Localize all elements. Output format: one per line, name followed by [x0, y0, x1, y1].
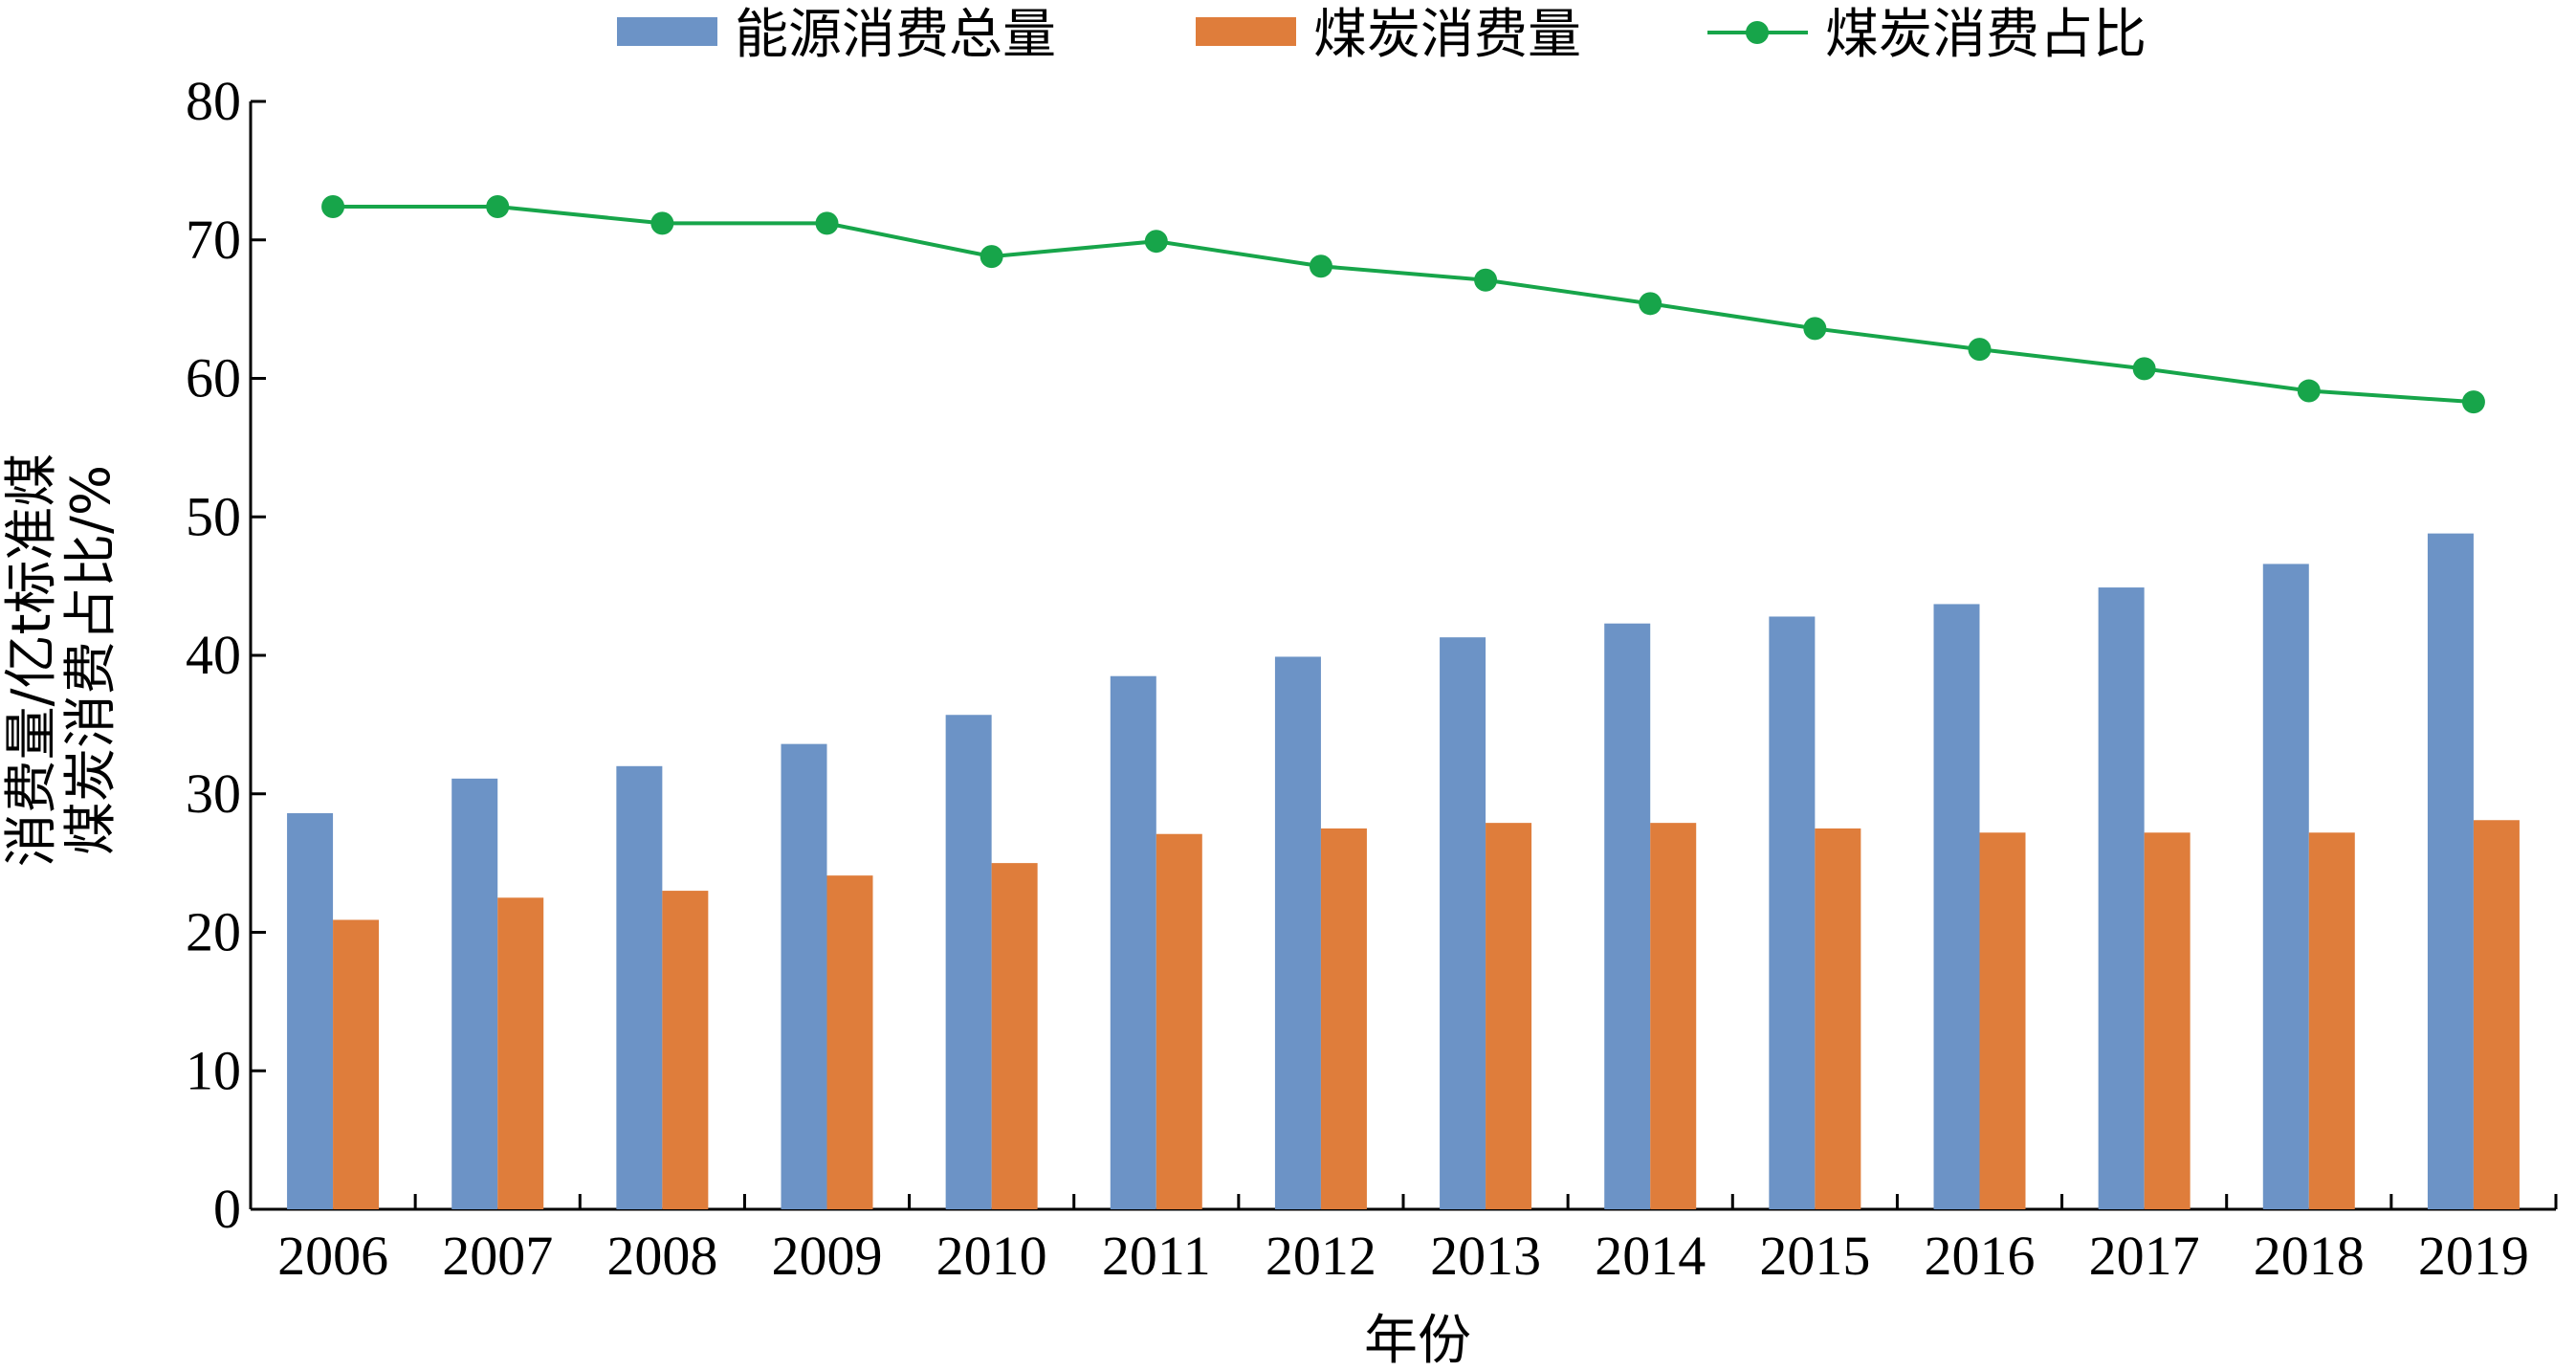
y-tick-label: 80 [186, 70, 241, 132]
legend: 能源消费总量 煤炭消费量 煤炭消费占比 [617, 4, 2147, 66]
legend-marker-coal-share [1746, 21, 1769, 44]
bar-energy-total-2015 [1769, 616, 1816, 1209]
x-tick-label: 2012 [1266, 1225, 1376, 1287]
x-tick-label: 2007 [442, 1225, 553, 1287]
bar-coal-2018 [2308, 832, 2355, 1209]
point-coal-share-2014 [1639, 292, 1662, 316]
bar-series-coal [333, 820, 2520, 1209]
x-tick-label: 2018 [2254, 1225, 2365, 1287]
bar-coal-2010 [991, 863, 1038, 1209]
point-coal-share-2017 [2132, 357, 2156, 381]
y-tick-label: 10 [186, 1039, 241, 1101]
point-coal-share-2011 [1144, 230, 1168, 254]
bar-coal-2013 [1486, 823, 1532, 1209]
bar-coal-2008 [662, 891, 709, 1209]
bar-coal-2007 [497, 897, 544, 1209]
y-tick-label: 70 [186, 209, 241, 271]
bar-energy-total-2017 [2098, 587, 2145, 1209]
bar-energy-total-2010 [945, 715, 992, 1209]
bar-energy-total-2009 [781, 743, 827, 1209]
bar-energy-total-2019 [2427, 533, 2474, 1209]
point-coal-share-2016 [1968, 338, 1992, 362]
x-tick-label: 2019 [2418, 1225, 2529, 1287]
x-tick-label: 2008 [606, 1225, 717, 1287]
x-tick-label: 2016 [1925, 1225, 2036, 1287]
bar-energy-total-2008 [616, 765, 663, 1209]
bar-series-energy-total [287, 533, 2474, 1209]
bar-coal-2014 [1650, 823, 1697, 1209]
point-coal-share-2010 [980, 245, 1003, 269]
y-tick-label: 0 [213, 1178, 241, 1240]
x-tick-label: 2010 [936, 1225, 1047, 1287]
bar-coal-2009 [826, 875, 873, 1209]
line-series-coal-share [321, 195, 2485, 414]
y-tick-label: 50 [186, 485, 241, 547]
y-tick-label: 60 [186, 347, 241, 409]
y-axis-title-line-1: 消费量/亿t标准煤 [1, 453, 63, 868]
y-axis-title-line-2: 煤炭消费占比/% [60, 465, 122, 855]
x-tick-label: 2015 [1759, 1225, 1870, 1287]
bar-energy-total-2007 [451, 778, 498, 1209]
point-coal-share-2019 [2461, 390, 2485, 414]
y-axis-title: 消费量/亿t标准煤 煤炭消费占比/% [1, 453, 122, 868]
point-coal-share-2013 [1474, 268, 1498, 292]
bar-energy-total-2006 [287, 813, 334, 1209]
bar-energy-total-2012 [1274, 656, 1321, 1209]
legend-swatch-energy-total [617, 17, 717, 46]
y-ticks: 0 10 20 30 40 50 60 70 80 [186, 70, 266, 1240]
x-axis-title: 年份 [1364, 1310, 1471, 1370]
bar-coal-2017 [2144, 832, 2191, 1209]
point-coal-share-2015 [1803, 317, 1827, 341]
point-coal-share-2006 [321, 195, 345, 219]
bar-energy-total-2016 [1933, 604, 1980, 1209]
x-tick-label: 2014 [1595, 1225, 1706, 1287]
legend-label-coal: 煤炭消费量 [1313, 4, 1581, 66]
point-coal-share-2012 [1309, 254, 1332, 278]
legend-label-coal-share: 煤炭消费占比 [1825, 4, 2147, 66]
bar-coal-2006 [333, 919, 380, 1209]
bar-coal-2015 [1815, 828, 1861, 1209]
y-tick-label: 40 [186, 624, 241, 686]
y-tick-label: 20 [186, 901, 241, 963]
bar-coal-2016 [1979, 832, 2026, 1209]
x-tick-label: 2009 [772, 1225, 883, 1287]
bar-coal-2012 [1320, 828, 1367, 1209]
x-tick-label: 2011 [1102, 1225, 1211, 1287]
x-tick-label: 2017 [2089, 1225, 2200, 1287]
bar-energy-total-2011 [1110, 675, 1156, 1209]
bar-energy-total-2018 [2262, 563, 2309, 1209]
point-coal-share-2009 [815, 211, 839, 235]
bar-coal-2011 [1156, 833, 1202, 1209]
legend-label-energy-total: 能源消费总量 [735, 4, 1056, 66]
coal-share-line [333, 205, 2475, 405]
point-coal-share-2007 [486, 195, 510, 219]
point-coal-share-2008 [650, 211, 674, 235]
x-tick-label: 2006 [277, 1225, 388, 1287]
x-ticks: 2006 2007 2008 2009 2010 2011 2012 2013 2014 2015… [249, 1194, 2558, 1287]
legend-swatch-coal [1196, 17, 1296, 46]
y-tick-label: 30 [186, 762, 241, 825]
bar-energy-total-2013 [1440, 637, 1486, 1209]
bar-energy-total-2014 [1604, 623, 1651, 1209]
point-coal-share-2018 [2297, 379, 2321, 403]
bar-coal-2019 [2473, 820, 2520, 1209]
x-tick-label: 2013 [1430, 1225, 1541, 1287]
